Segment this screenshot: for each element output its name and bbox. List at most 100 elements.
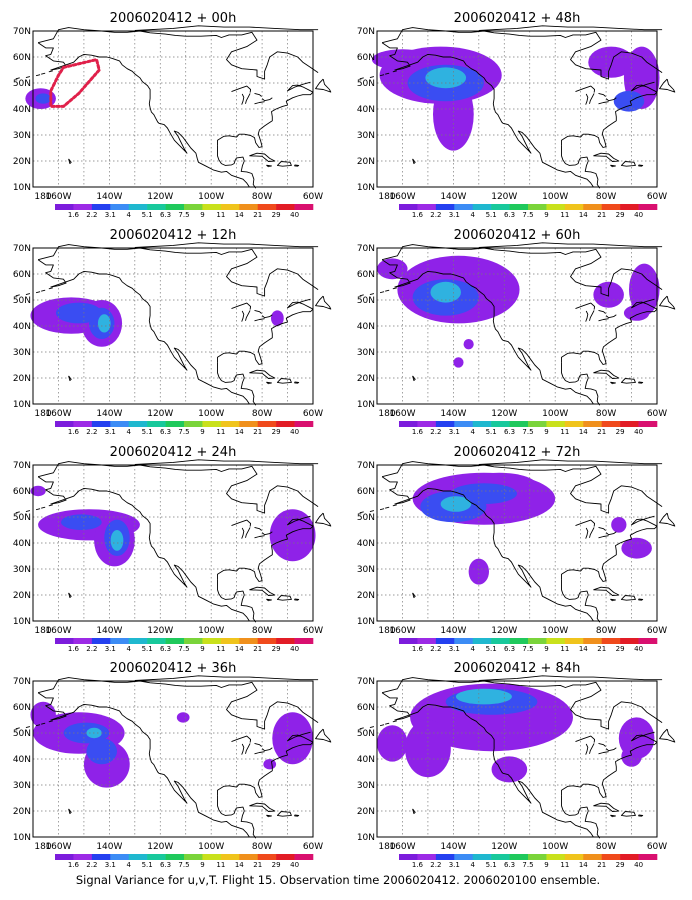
colorbar-swatch — [147, 421, 166, 427]
map-panel-p84: 2006020412 + 84h 10N 20N 30N 40N 50N 60N 70N 180… — [357, 661, 676, 869]
panel-title: 2006020412 + 12h — [110, 228, 237, 243]
coastline-segment — [68, 158, 72, 165]
island-mark — [15, 294, 20, 297]
colorbar-label: 9 — [200, 428, 204, 436]
lat-tick-label: 10N — [13, 617, 31, 627]
coastline-segment — [638, 598, 644, 601]
colorbar-label: 7.5 — [178, 645, 189, 653]
coastline-segment — [294, 814, 300, 817]
variance-contour-level-0 — [377, 258, 408, 280]
colorbar-swatch — [239, 204, 259, 210]
colorbar-swatch — [620, 204, 639, 210]
colorbar-label: 40 — [634, 645, 643, 653]
island-mark — [359, 511, 364, 514]
variance-contour-level-0 — [176, 712, 190, 723]
colorbar-swatch — [435, 638, 455, 644]
colorbar-label: 9 — [544, 428, 548, 436]
colorbar-label: 29 — [616, 428, 625, 436]
colorbar-swatch — [528, 421, 547, 427]
map-gridlines — [33, 681, 313, 837]
lat-tick-label: 40N — [357, 322, 375, 332]
coastline-segment — [598, 742, 606, 747]
lon-tick-label: 100W — [198, 626, 224, 636]
coastline-segment — [294, 381, 300, 384]
coastline-segment — [561, 579, 601, 623]
lat-tick-label: 20N — [13, 591, 31, 601]
coastline-segment — [254, 742, 262, 747]
lat-tick-label: 30N — [13, 781, 31, 791]
colorbar-swatch — [454, 421, 474, 427]
map-frame — [376, 30, 658, 188]
panel-title: 2006020412 + 36h — [110, 661, 237, 676]
colorbar-label: 2.2 — [86, 645, 97, 653]
colorbar-swatch — [454, 638, 474, 644]
coastline-segment — [575, 302, 596, 310]
variance-contour-level-2 — [97, 314, 111, 333]
island-mark — [25, 293, 31, 295]
coastline-segment — [245, 743, 251, 754]
colorbar-swatch — [399, 854, 418, 860]
coastline-segment — [217, 145, 257, 189]
colorbar-label: 5.1 — [486, 428, 497, 436]
colorbar-swatch — [73, 854, 93, 860]
colorbar-swatch — [564, 854, 584, 860]
coastline-segment — [610, 814, 616, 818]
variance-contours — [412, 472, 652, 585]
lon-tick-label: 140W — [96, 192, 122, 202]
island-mark — [379, 291, 385, 294]
panel-title: 2006020412 + 48h — [454, 11, 581, 26]
colorbar-swatch — [202, 854, 222, 860]
lon-tick-label: 80W — [252, 626, 272, 636]
lon-tick-label: 160W — [45, 842, 71, 852]
island-mark — [41, 722, 46, 725]
coastline-segment — [598, 751, 609, 755]
colorbar-swatch — [128, 421, 148, 427]
colorbar-label: 11 — [216, 428, 225, 436]
coastline-segment — [478, 242, 663, 248]
lon-tick-label: 140W — [440, 409, 466, 419]
coastline-segment — [249, 152, 276, 162]
colorbar-swatch — [399, 421, 418, 427]
island-mark — [25, 726, 31, 728]
colorbar-swatch — [564, 638, 584, 644]
colorbar-label: 5.1 — [142, 211, 153, 219]
lat-tick-label: 70N — [357, 677, 375, 687]
colorbar-swatch — [417, 204, 437, 210]
colorbar-label: 11 — [216, 211, 225, 219]
colorbar-swatch — [128, 854, 148, 860]
variance-contour-level-0 — [623, 305, 650, 321]
colorbar-swatch — [110, 204, 130, 210]
map-panel-p00: 2006020412 + 00h 10N 20N 30N 40N 50N 60N 70N 180… — [13, 11, 332, 219]
colorbar-swatch — [583, 421, 603, 427]
colorbar-swatch — [73, 204, 93, 210]
coastline-segment — [659, 295, 676, 310]
colorbar-swatch — [276, 638, 295, 644]
lon-tick-label: 100W — [542, 192, 568, 202]
coastline-segment — [593, 369, 620, 379]
lon-tick-label: 140W — [440, 192, 466, 202]
colorbar-label: 4 — [470, 645, 475, 653]
lon-tick-label: 180 — [34, 626, 51, 636]
colorbar-swatch — [147, 638, 166, 644]
colorbar-label: 21 — [597, 861, 606, 869]
coastline-segment — [134, 675, 319, 681]
coastline-segment — [598, 318, 609, 322]
lat-tick-label: 20N — [13, 374, 31, 384]
colorbar-label: 4 — [126, 428, 131, 436]
colorbar-swatch — [55, 204, 74, 210]
lat-tick-label: 60N — [13, 487, 31, 497]
colorbar-label: 29 — [272, 861, 281, 869]
variance-contour-level-0 — [271, 310, 284, 327]
lon-tick-label: 60W — [303, 626, 323, 636]
lat-tick-label: 10N — [13, 400, 31, 410]
colorbar-swatch — [638, 204, 658, 210]
lat-tick-label: 70N — [13, 244, 31, 254]
colorbar-swatch — [546, 638, 566, 644]
map-frame — [376, 247, 658, 405]
coastline-segment — [585, 310, 589, 322]
colorbar-swatch — [294, 421, 314, 427]
map-gridlines — [33, 465, 313, 621]
colorbar-swatch — [184, 421, 203, 427]
colorbar-label: 7.5 — [178, 861, 189, 869]
